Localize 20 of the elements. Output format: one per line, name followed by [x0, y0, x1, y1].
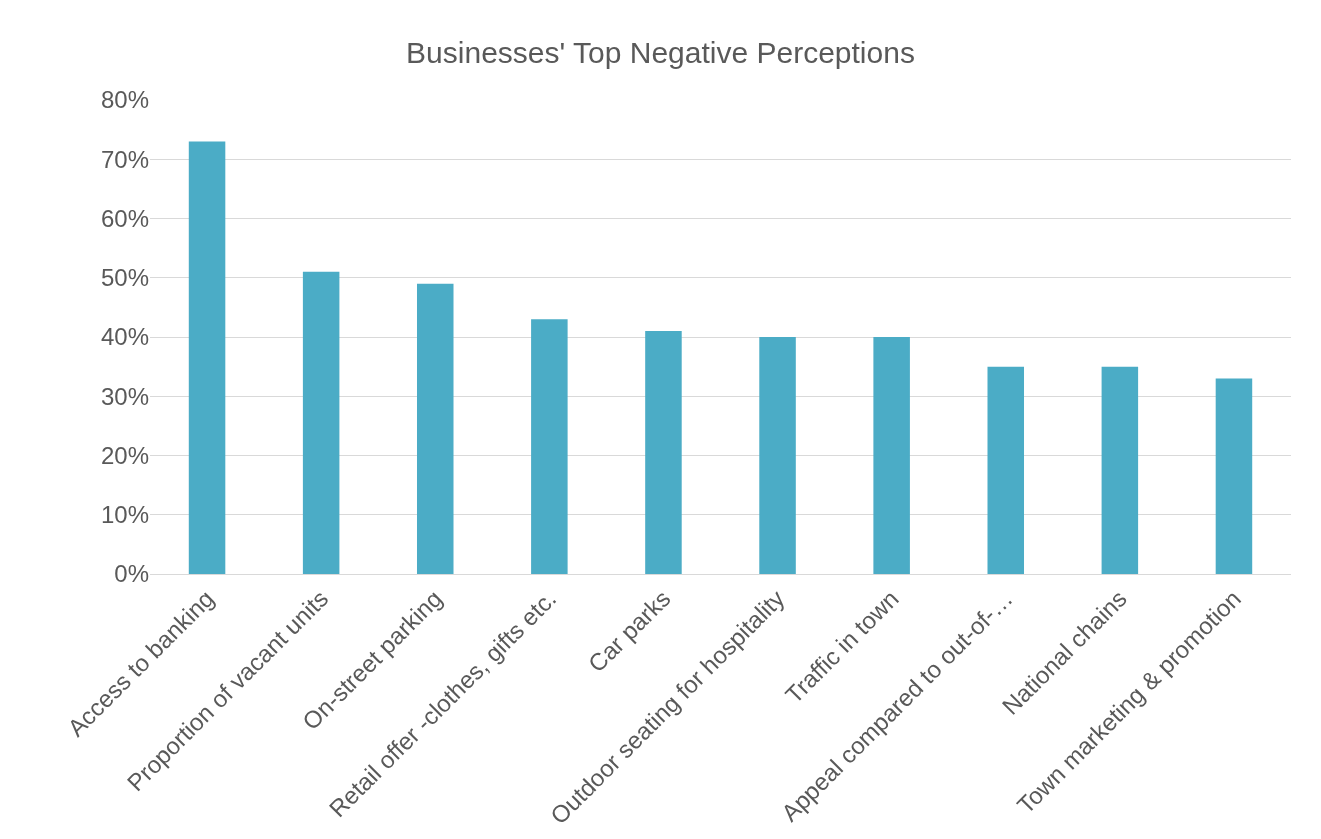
bar	[1215, 378, 1253, 574]
y-tick-label: 40%	[100, 323, 149, 351]
y-tick-label: 0%	[114, 560, 149, 588]
bar	[1101, 366, 1139, 574]
bar	[188, 141, 226, 574]
bar	[645, 331, 682, 574]
bar	[416, 283, 454, 574]
bar	[873, 337, 910, 574]
chart-title: Businesses' Top Negative Perceptions	[406, 35, 915, 69]
y-tick-label: 80%	[100, 86, 149, 114]
bar	[531, 319, 568, 574]
y-tick-label: 20%	[100, 441, 149, 469]
bar	[302, 271, 340, 574]
bar	[987, 366, 1025, 574]
bar	[759, 337, 796, 574]
y-tick-label: 10%	[100, 501, 149, 529]
y-tick-label: 60%	[100, 204, 149, 232]
y-tick-label: 70%	[100, 145, 149, 173]
y-tick-label: 50%	[100, 264, 149, 292]
y-tick-label: 30%	[100, 382, 149, 410]
